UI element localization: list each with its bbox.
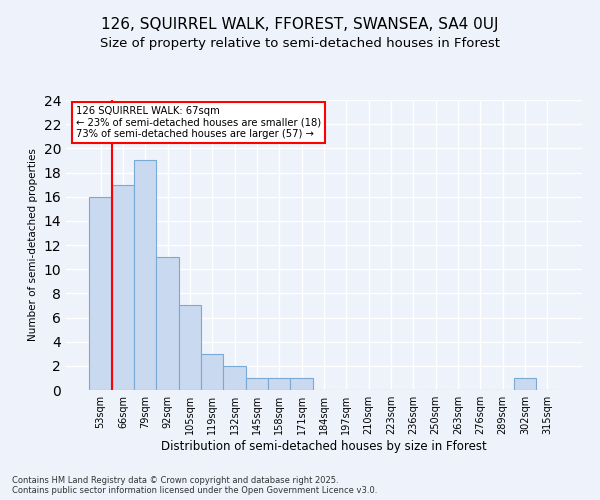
Bar bbox=[246, 378, 268, 390]
Text: Contains HM Land Registry data © Crown copyright and database right 2025.
Contai: Contains HM Land Registry data © Crown c… bbox=[12, 476, 377, 495]
Text: 126, SQUIRREL WALK, FFOREST, SWANSEA, SA4 0UJ: 126, SQUIRREL WALK, FFOREST, SWANSEA, SA… bbox=[101, 18, 499, 32]
Text: 126 SQUIRREL WALK: 67sqm
← 23% of semi-detached houses are smaller (18)
73% of s: 126 SQUIRREL WALK: 67sqm ← 23% of semi-d… bbox=[76, 106, 322, 139]
Bar bbox=[268, 378, 290, 390]
Bar bbox=[201, 354, 223, 390]
Y-axis label: Number of semi-detached properties: Number of semi-detached properties bbox=[28, 148, 38, 342]
Bar bbox=[514, 378, 536, 390]
X-axis label: Distribution of semi-detached houses by size in Fforest: Distribution of semi-detached houses by … bbox=[161, 440, 487, 453]
Bar bbox=[112, 184, 134, 390]
Bar bbox=[157, 257, 179, 390]
Bar bbox=[134, 160, 157, 390]
Bar bbox=[89, 196, 112, 390]
Text: Size of property relative to semi-detached houses in Fforest: Size of property relative to semi-detach… bbox=[100, 38, 500, 51]
Bar bbox=[223, 366, 246, 390]
Bar bbox=[290, 378, 313, 390]
Bar bbox=[179, 306, 201, 390]
